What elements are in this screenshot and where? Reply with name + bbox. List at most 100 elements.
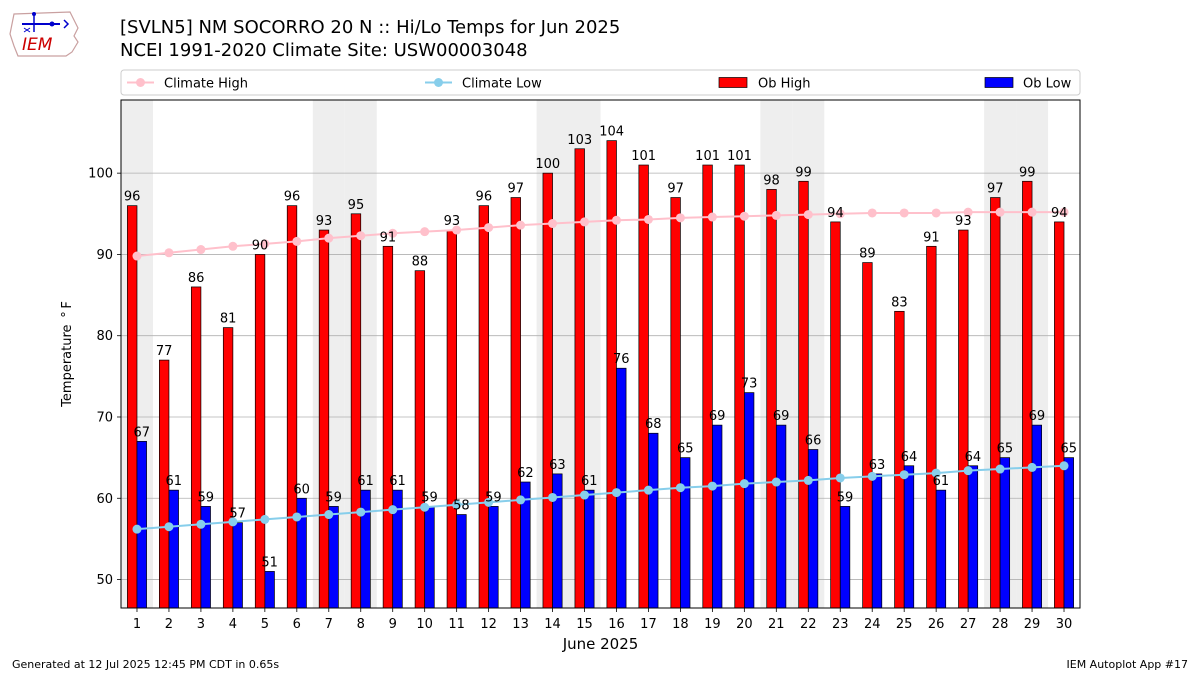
ob-high-label-21: 98 — [763, 173, 780, 188]
climate-low-point-2 — [164, 522, 174, 532]
ob-high-label-12: 96 — [476, 190, 493, 205]
ob-high-bar-12 — [478, 205, 489, 609]
climate-high-point-14 — [548, 219, 558, 229]
ob-low-label-13: 62 — [517, 466, 534, 481]
climate-high-point-21 — [771, 210, 781, 220]
climate-high-point-6 — [292, 236, 302, 246]
ob-high-label-11: 93 — [444, 214, 461, 229]
ob-high-label-24: 89 — [859, 247, 876, 262]
ob-high-label-4: 81 — [220, 312, 237, 327]
x-tick-label-27: 27 — [960, 617, 977, 632]
x-tick-label-13: 13 — [512, 617, 529, 632]
x-tick-label-19: 19 — [704, 617, 721, 632]
ob-high-label-29: 99 — [1019, 165, 1036, 180]
climate-high-point-28 — [995, 207, 1005, 217]
legend-climate-low-label: Climate Low — [462, 77, 542, 92]
x-tick-label-29: 29 — [1024, 617, 1041, 632]
ob-low-label-21: 69 — [773, 409, 790, 424]
ob-high-bar-24 — [862, 262, 873, 609]
climate-high-line — [136, 211, 1065, 258]
ob-low-label-19: 69 — [709, 409, 726, 424]
x-tick-label-17: 17 — [640, 617, 657, 632]
ob-high-label-3: 86 — [188, 271, 205, 286]
x-tick-label-5: 5 — [261, 617, 269, 632]
ob-high-bar-30 — [1054, 221, 1065, 609]
ob-low-bar-4 — [232, 522, 243, 609]
legend-ob-low-swatch — [984, 77, 1014, 88]
ob-high-bar-11 — [446, 229, 457, 609]
ob-low-bar-26 — [935, 489, 947, 609]
ob-high-bar-23 — [830, 221, 841, 609]
ob-high-bar-16 — [606, 140, 617, 609]
y-tick-label-100: 100 — [88, 167, 113, 182]
climate-high-point-12 — [484, 223, 494, 233]
ob-low-bar-17 — [648, 432, 659, 609]
x-tick-label-16: 16 — [608, 617, 625, 632]
ob-high-label-7: 93 — [316, 214, 333, 229]
climate-low-point-3 — [196, 519, 206, 529]
ob-high-bar-4 — [222, 327, 234, 609]
climate-high-point-22 — [803, 210, 813, 220]
climate-high-point-5 — [260, 239, 270, 249]
ob-high-bar-3 — [190, 286, 202, 609]
ob-low-label-12: 59 — [485, 490, 502, 505]
ob-low-bar-16 — [616, 367, 627, 609]
climate-high-point-9 — [388, 228, 398, 238]
ob-low-label-25: 64 — [901, 450, 918, 465]
ob-low-bar-28 — [999, 457, 1011, 609]
climate-low-line — [136, 464, 1065, 531]
ob-low-bar-11 — [456, 514, 467, 609]
ob-low-label-24: 63 — [869, 458, 886, 473]
climate-high-point-16 — [611, 215, 621, 225]
climate-low-point-16 — [611, 488, 621, 498]
x-tick-label-18: 18 — [672, 617, 689, 632]
legend-ob-high-swatch — [718, 77, 748, 88]
ob-low-label-3: 59 — [197, 490, 214, 505]
ob-high-bar-8 — [350, 213, 362, 609]
x-tick-label-10: 10 — [416, 617, 433, 632]
chart-title: [SVLN5] NM SOCORRO 20 N :: Hi/Lo Temps f… — [120, 17, 621, 38]
bar-labels: 96 67 77 61 86 59 81 57 90 51 96 60 93 59 95 61 91 61 88 59… — [124, 125, 1077, 571]
ob-high-label-30: 94 — [1051, 206, 1068, 221]
ob-low-bar-27 — [967, 465, 979, 609]
y-tick-label-70: 70 — [96, 410, 113, 425]
climate-high-point-10 — [420, 227, 430, 237]
legend-box — [120, 69, 1081, 96]
ob-high-label-13: 97 — [508, 182, 525, 197]
ob-low-label-18: 65 — [677, 442, 694, 457]
iem-logo-graphic: IEM — [9, 11, 79, 57]
ob-low-label-23: 59 — [837, 490, 854, 505]
ob-low-label-8: 61 — [357, 474, 374, 489]
ob-low-label-7: 59 — [325, 490, 342, 505]
climate-low-point-18 — [675, 483, 685, 493]
ob-high-bar-21 — [766, 189, 777, 609]
logo-text: IEM — [22, 35, 53, 55]
ob-high-bar-19 — [702, 164, 713, 609]
x-tick-label-12: 12 — [480, 617, 497, 632]
climate-high-point-15 — [580, 217, 590, 227]
ob-low-bar-23 — [839, 506, 851, 609]
ob-low-bar-7 — [328, 506, 339, 609]
climate-low-point-5 — [260, 514, 270, 524]
ob-low-label-5: 51 — [261, 555, 278, 570]
climate-lines — [132, 207, 1069, 534]
climate-low-point-4 — [228, 517, 238, 527]
ob-low-label-20: 73 — [741, 377, 758, 392]
ob-high-bar-28 — [990, 197, 1001, 609]
legend-climate-high-label: Climate High — [164, 77, 248, 92]
ob-low-bar-5 — [264, 571, 275, 609]
ob-high-label-15: 103 — [567, 133, 592, 148]
x-tick-label-15: 15 — [576, 617, 593, 632]
x-tick-label-22: 22 — [800, 617, 817, 632]
climate-high-point-4 — [228, 241, 238, 251]
ob-low-label-1: 67 — [134, 425, 151, 440]
ob-low-label-30: 65 — [1061, 442, 1078, 457]
ob-high-bar-29 — [1022, 180, 1033, 609]
y-tick-label-80: 80 — [96, 329, 113, 344]
ob-low-bar-20 — [743, 392, 755, 609]
iem-logo: IEM — [8, 6, 82, 60]
ob-high-label-22: 99 — [795, 165, 812, 180]
ob-low-label-2: 61 — [165, 474, 182, 489]
